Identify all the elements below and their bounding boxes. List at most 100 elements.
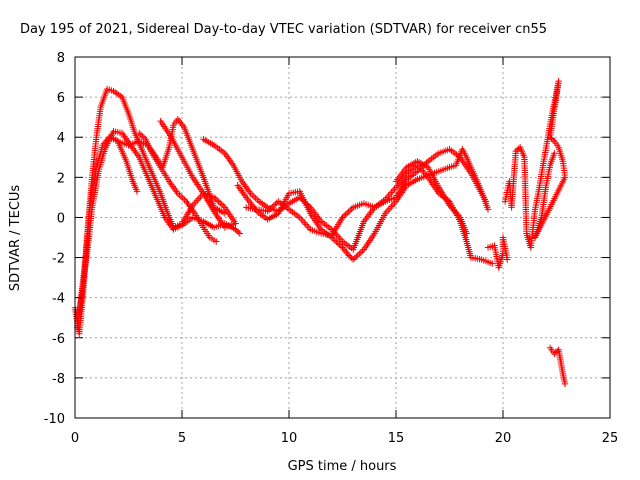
data-point [213, 197, 221, 204]
y-axis-label: SDTVAR / TECUs [8, 185, 23, 292]
x-tick-label: 20 [495, 431, 512, 446]
data-point [504, 256, 511, 263]
x-tick-label: 0 [71, 431, 79, 446]
data-point [217, 199, 224, 207]
x-axis-label: GPS time / hours [288, 459, 397, 474]
data-markers [71, 77, 569, 388]
data-point [174, 115, 181, 123]
data-point [339, 244, 346, 251]
data-point [546, 134, 554, 141]
data-point [346, 207, 354, 214]
data-point [177, 119, 184, 126]
data-point [489, 260, 496, 267]
data-point [351, 254, 358, 262]
data-point [350, 256, 357, 263]
y-tick-label: 6 [57, 91, 65, 106]
series-arc-10 [392, 158, 470, 237]
data-point [232, 220, 239, 227]
y-tick-label: 4 [57, 131, 65, 146]
data-point [552, 349, 559, 356]
data-point [336, 241, 343, 248]
data-point [235, 228, 242, 236]
data-point [345, 208, 352, 215]
data-point [353, 253, 360, 260]
data-point [136, 130, 143, 137]
data-point [272, 201, 279, 208]
data-point [340, 212, 348, 220]
data-point [337, 242, 345, 250]
data-point [213, 238, 220, 245]
data-point [265, 206, 273, 214]
y-tick-label: -2 [52, 252, 65, 267]
data-point [220, 202, 227, 210]
data-point [331, 237, 339, 244]
y-tick-label: -4 [52, 292, 65, 307]
data-point [139, 133, 146, 140]
y-tick-label: 8 [57, 51, 65, 66]
data-point [354, 252, 361, 259]
y-tick-label: -8 [52, 372, 65, 387]
series-arc-8 [234, 146, 492, 263]
data-point [356, 250, 363, 258]
data-point [179, 122, 187, 129]
data-point [357, 249, 365, 256]
data-point [341, 247, 349, 254]
gridlines [75, 57, 610, 418]
data-point [334, 240, 342, 247]
series-arc-13 [546, 344, 569, 388]
data-point [178, 120, 185, 128]
series-arc-12 [501, 77, 569, 251]
data-point [548, 135, 555, 142]
data-point [359, 247, 366, 255]
data-point [333, 238, 340, 245]
x-tick-label: 5 [178, 431, 186, 446]
data-point [175, 117, 183, 124]
data-point [347, 253, 354, 261]
data-point [267, 205, 274, 212]
data-point [140, 134, 148, 141]
data-point [561, 380, 569, 388]
data-point [343, 209, 351, 217]
y-tick-label: 2 [57, 171, 65, 186]
data-point [463, 230, 470, 237]
data-point [345, 252, 353, 259]
data-point [264, 208, 271, 215]
series-arc-3 [76, 128, 243, 317]
data-point [218, 201, 225, 208]
data-point [133, 188, 141, 195]
data-point [348, 205, 355, 213]
axis-ticks: -10 -8 -6 -4 -2 0 2 4 6 8 0 5 10 15 20 25 [44, 51, 619, 446]
data-point [268, 203, 276, 211]
data-point [215, 198, 222, 205]
plot-frame [74, 56, 611, 419]
data-point [484, 206, 492, 213]
data-point [232, 226, 239, 233]
data-point [339, 214, 346, 221]
data-point [221, 210, 228, 217]
y-tick-label: 0 [57, 211, 65, 226]
data-point [512, 148, 520, 155]
data-point [549, 136, 557, 144]
y-tick-label: -6 [52, 332, 65, 347]
y-tick-label: -10 [44, 412, 65, 427]
data-point [212, 195, 219, 203]
series-arc-5 [136, 130, 220, 245]
data-point [270, 202, 277, 209]
data-point [343, 249, 350, 256]
data-point [137, 131, 145, 138]
series-arc-6 [157, 117, 239, 231]
chart-title: Day 195 of 2021, Sidereal Day-to-day VTE… [20, 22, 547, 37]
data-point [344, 250, 351, 258]
series-arc-11 [484, 234, 511, 271]
data-point [342, 211, 349, 218]
data-point [236, 230, 243, 237]
x-tick-label: 15 [388, 431, 405, 446]
x-tick-label: 10 [281, 431, 298, 446]
data-point [514, 146, 521, 154]
data-point [551, 150, 558, 157]
data-point [340, 245, 347, 253]
data-point [233, 227, 241, 235]
x-tick-label: 25 [602, 431, 619, 446]
